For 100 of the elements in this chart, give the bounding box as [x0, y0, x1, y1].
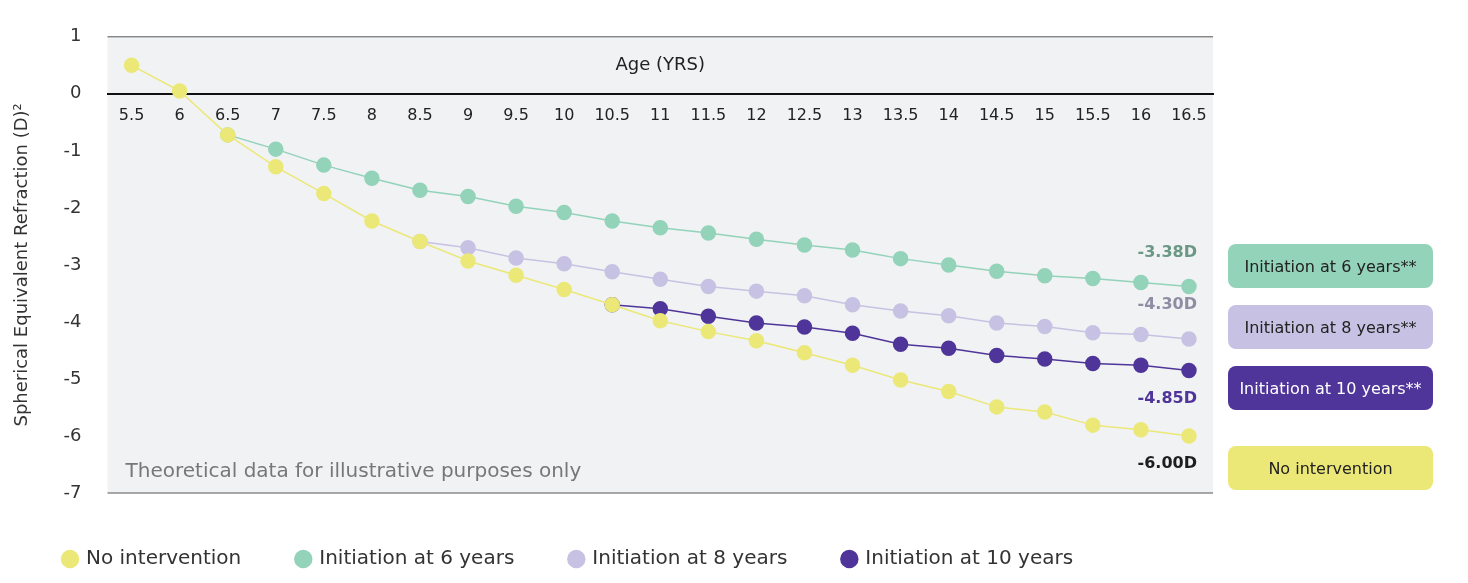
y-tick-label: -7: [63, 480, 82, 502]
point: [364, 213, 380, 229]
point: [460, 253, 476, 269]
point: [988, 347, 1005, 364]
text: Initiation at 6 years**: [1228, 244, 1433, 288]
x-tick-label: 16: [1130, 104, 1152, 124]
x-tick-label: 6: [174, 104, 185, 124]
x-tick-label: 13.5: [882, 104, 919, 124]
point: [1181, 278, 1197, 295]
point: [460, 188, 476, 205]
point: [652, 220, 669, 236]
point: [1037, 351, 1053, 367]
point: [171, 83, 188, 99]
point: [988, 399, 1005, 415]
point: [268, 159, 284, 175]
x-tick-label: 14: [938, 104, 959, 124]
point: [892, 336, 909, 352]
x-tick-label: 15.5: [1075, 104, 1111, 124]
x-tick-label: 11.5: [690, 104, 727, 124]
point: [844, 297, 861, 313]
point: [940, 383, 957, 400]
point: [940, 257, 957, 273]
y-tick-label: 0: [70, 81, 82, 103]
text: No intervention: [1228, 446, 1433, 490]
point: [316, 185, 332, 202]
point: [748, 231, 765, 247]
legend-label: Initiation at 6 years: [319, 545, 515, 570]
x-tick-label: 5.5: [118, 104, 145, 124]
text: Initiation at 8 years**: [1228, 305, 1433, 349]
x-tick-label: 7: [270, 104, 281, 124]
point: [844, 325, 861, 342]
point: [700, 225, 717, 241]
point: [1037, 318, 1053, 335]
point: [652, 313, 669, 329]
y-tick-label: 1: [70, 24, 82, 46]
text: Initiation at 10 years**: [1228, 366, 1433, 410]
point: [1181, 428, 1197, 444]
point: [1037, 267, 1053, 284]
point: [748, 332, 765, 349]
point: [844, 357, 861, 374]
x-tick-label: 9: [462, 104, 474, 124]
point: [604, 263, 620, 280]
point: [412, 182, 428, 198]
point: [1133, 274, 1149, 291]
x-tick-label: 8: [366, 104, 377, 124]
point: [748, 315, 765, 331]
x-tick-label: 12.5: [786, 104, 823, 124]
point: [652, 271, 669, 287]
point: [556, 256, 572, 272]
y-tick-label: -1: [63, 138, 82, 160]
point: [988, 315, 1005, 331]
x-tick-label: 16.5: [1171, 104, 1207, 124]
point: [1085, 355, 1101, 372]
annotation: Theoretical data for illustrative purposes only: [124, 458, 582, 482]
point: [1133, 357, 1149, 374]
point: [892, 303, 909, 319]
x-tick-label: 8.5: [407, 104, 433, 124]
point: [556, 281, 572, 298]
point: [364, 170, 380, 186]
x-tick-label: 11: [650, 104, 671, 124]
legend-label: Initiation at 10 years: [865, 545, 1074, 570]
point: [796, 287, 813, 304]
point: [508, 267, 524, 283]
y-tick-label: -3: [63, 252, 82, 274]
point: [604, 213, 620, 229]
legend-label: Initiation at 8 years: [592, 545, 788, 570]
point: [940, 340, 957, 356]
x-tick-label: 12: [746, 104, 767, 124]
x-tick-label: 13: [842, 104, 863, 124]
point: [508, 250, 524, 266]
x-tick-label: 15: [1034, 104, 1055, 124]
point: [892, 250, 909, 267]
y-tick-label: -4: [63, 309, 82, 331]
point: [700, 278, 717, 295]
point: [556, 204, 572, 221]
point: [1181, 331, 1197, 347]
point: [268, 141, 284, 157]
y-tick-label: -2: [63, 195, 82, 217]
point: [316, 157, 332, 173]
y-tick-label: -6: [63, 423, 82, 445]
point: [796, 344, 813, 361]
point: [508, 198, 524, 214]
point: [1133, 326, 1149, 343]
point: [988, 263, 1005, 279]
data-label: -4.85D: [1137, 387, 1197, 407]
point: [460, 240, 476, 256]
x-tick-label: 10: [553, 104, 575, 124]
point: [796, 237, 813, 253]
point: [700, 308, 717, 324]
point: [892, 372, 909, 388]
point: [940, 307, 957, 324]
y-axis-title: Spherical Equivalent Refraction (D)²: [10, 103, 32, 427]
point: [1181, 362, 1197, 379]
x-tick-label: 10.5: [594, 104, 631, 124]
point: [123, 57, 140, 74]
point: [1037, 404, 1053, 420]
point: [1085, 325, 1101, 341]
data-label: -4.30D: [1137, 294, 1197, 314]
point: [844, 242, 861, 258]
x-axis-title: Age (YRS): [615, 53, 706, 75]
